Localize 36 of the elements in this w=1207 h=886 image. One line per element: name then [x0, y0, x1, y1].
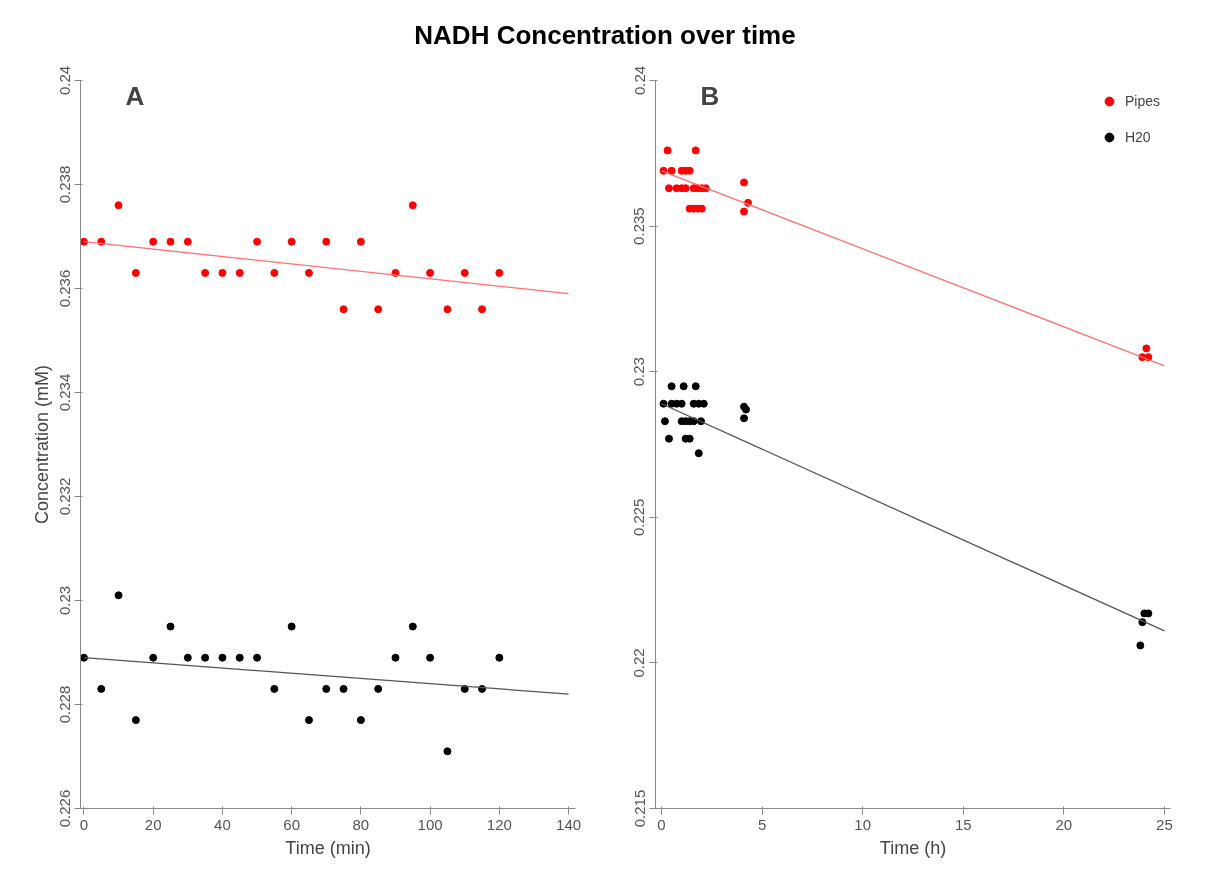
chart-title: NADH Concentration over time: [414, 19, 796, 52]
legend-label: Pipes: [1124, 93, 1160, 109]
annotation: B: [700, 80, 720, 111]
y-tick-label: 0.232: [55, 477, 73, 516]
x-tick-label: 20: [144, 815, 162, 833]
y-tick-label: 0.235: [630, 207, 648, 245]
x-tick-label: 15: [954, 815, 972, 833]
x-tick-label: 0: [657, 815, 666, 833]
legend-label: H20: [1124, 129, 1151, 145]
y-tick-label: 0.236: [55, 269, 73, 308]
y-tick-label: 0.228: [55, 685, 73, 724]
annotation: A: [125, 80, 145, 111]
x-tick-label: 120: [486, 815, 512, 833]
x-tick-label: 80: [352, 815, 370, 833]
x-tick-label: 0: [79, 815, 89, 833]
x-tick-label: 20: [1055, 815, 1073, 833]
y-tick-label: 0.226: [55, 789, 73, 828]
y-tick-label: 0.234: [55, 373, 73, 412]
x-axis-title: Time (min): [285, 837, 371, 858]
y-tick-label: 0.23: [630, 357, 648, 387]
y-tick-label: 0.22: [630, 648, 648, 678]
x-tick-label: 10: [854, 815, 872, 833]
y-tick-label: 0.24: [55, 65, 73, 96]
y-tick-label: 0.215: [630, 789, 648, 828]
y-tick-label: 0.238: [55, 165, 73, 204]
y-tick-label: 0.225: [630, 498, 648, 537]
x-tick-label: 40: [214, 815, 231, 833]
x-tick-label: 5: [757, 815, 767, 833]
x-tick-label: 140: [556, 815, 582, 833]
x-tick-label: 25: [1156, 815, 1173, 833]
y-axis-title: Concentration (mM): [31, 364, 52, 525]
x-tick-label: 60: [283, 815, 300, 833]
x-tick-label: 100: [417, 815, 443, 833]
y-tick-label: 0.24: [630, 65, 648, 96]
y-tick-label: 0.23: [55, 585, 73, 616]
x-axis-title: Time (h): [879, 837, 947, 858]
